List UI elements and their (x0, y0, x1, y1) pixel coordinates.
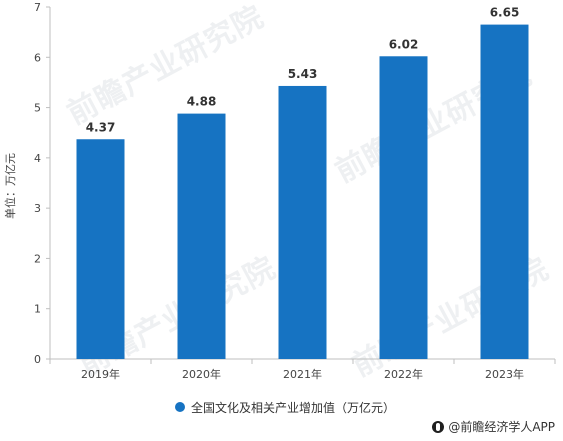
legend-marker (175, 402, 185, 412)
y-tick-label: 1 (34, 303, 41, 316)
data-label: 6.02 (389, 37, 419, 51)
bar (480, 24, 529, 359)
data-label: 6.65 (490, 6, 520, 20)
y-tick-label: 2 (34, 252, 41, 265)
bar (278, 85, 327, 359)
legend: 全国文化及相关产业增加值（万亿元） (175, 398, 395, 416)
bar (379, 56, 428, 359)
x-tick-label: 2021年 (283, 367, 322, 381)
source-label: @前瞻经济学人APP (448, 420, 555, 434)
y-tick-label: 5 (34, 102, 41, 115)
x-tick-label: 2019年 (81, 367, 120, 381)
x-tick-label: 2022年 (384, 367, 423, 381)
data-label: 5.43 (288, 67, 318, 81)
x-tick-label: 2020年 (182, 367, 221, 381)
y-tick-label: 3 (34, 202, 41, 215)
bar (76, 139, 125, 359)
y-tick-label: 4 (34, 152, 41, 165)
y-tick-label: 6 (34, 51, 41, 64)
y-tick-label: 0 (34, 353, 41, 366)
bar (177, 113, 226, 359)
x-tick-label: 2023年 (485, 367, 524, 381)
y-tick-label: 7 (34, 1, 41, 14)
data-label: 4.37 (86, 120, 116, 134)
legend-label: 全国文化及相关产业增加值（万亿元） (191, 400, 396, 415)
source-icon (432, 420, 445, 433)
y-axis-label: 单位：万亿元 (4, 153, 17, 219)
source-credit: @前瞻经济学人APP (432, 418, 555, 435)
data-label: 4.88 (187, 95, 217, 109)
